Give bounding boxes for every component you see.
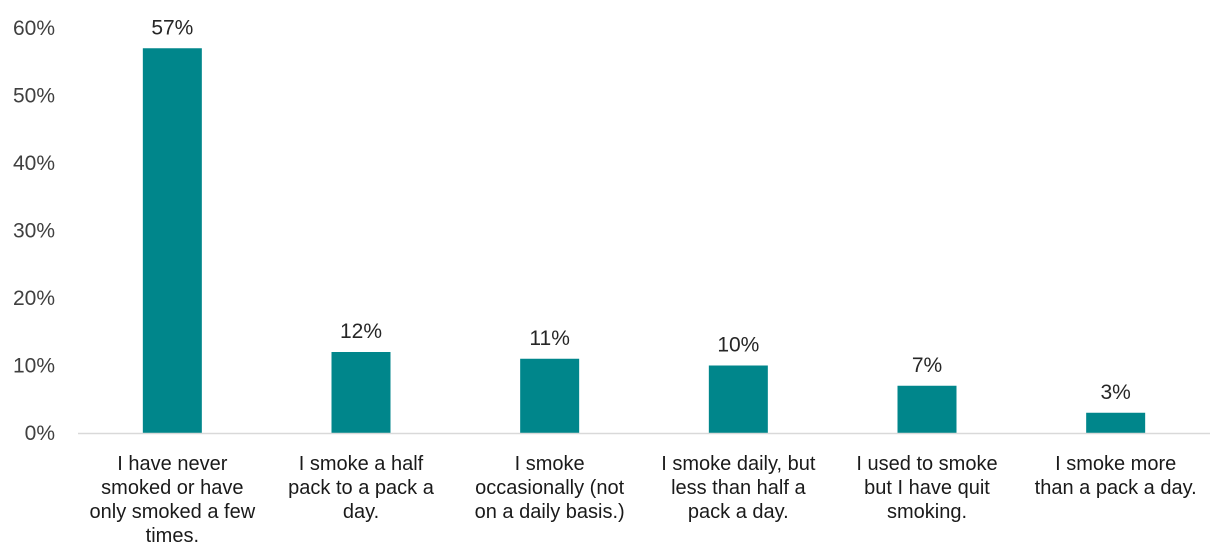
data-label: 11% bbox=[529, 327, 569, 350]
category-label-line: I have never bbox=[117, 453, 227, 475]
bar bbox=[331, 352, 391, 433]
category-label-line: smoking. bbox=[887, 501, 967, 523]
category-label-line: I smoke more bbox=[1055, 453, 1176, 475]
data-label: 3% bbox=[1100, 381, 1130, 404]
y-tick-label: 20% bbox=[13, 287, 55, 310]
category-label-line: than a pack a day. bbox=[1035, 477, 1197, 499]
category-label-line: less than half a bbox=[671, 477, 806, 499]
data-label: 12% bbox=[340, 320, 382, 343]
data-label: 7% bbox=[912, 354, 942, 377]
y-tick-label: 10% bbox=[13, 355, 55, 378]
category-label-line: pack a day. bbox=[688, 501, 789, 523]
category-label: I have never smoked or have only smoked a … bbox=[90, 453, 256, 547]
category-label-line: pack to a pack a bbox=[288, 477, 435, 499]
bar bbox=[1086, 412, 1146, 433]
y-tick-label: 40% bbox=[13, 152, 55, 175]
bar bbox=[520, 358, 580, 433]
data-label: 57% bbox=[151, 16, 193, 39]
y-tick-label: 50% bbox=[13, 85, 55, 108]
category-label-line: times. bbox=[146, 525, 199, 547]
data-label: 10% bbox=[717, 334, 759, 357]
y-tick-label: 30% bbox=[13, 220, 55, 243]
category-label: I smoke occasionally (not on a daily basis… bbox=[475, 453, 625, 523]
category-label-line: smoked or have bbox=[101, 477, 243, 499]
category-label: I smoke more than a pack a day. bbox=[1035, 453, 1197, 499]
category-label: I smoke daily, but less than half a pack a… bbox=[661, 453, 816, 523]
category-label: I smoke a half pack to a pack a day. bbox=[288, 453, 435, 523]
data-labels: 57% 12% 11% 10% 7% 3% bbox=[151, 16, 1131, 404]
category-label-line: I used to smoke bbox=[856, 453, 997, 475]
category-label-line: on a daily basis.) bbox=[475, 501, 625, 523]
category-label-line: occasionally (not bbox=[475, 477, 624, 499]
bar bbox=[142, 48, 202, 433]
category-label-line: I smoke daily, but bbox=[661, 453, 816, 475]
category-label-line: but I have quit bbox=[864, 477, 990, 499]
y-tick-label: 60% bbox=[13, 17, 55, 40]
y-tick-label: 0% bbox=[25, 422, 55, 445]
bar-series bbox=[142, 48, 1146, 433]
category-label-line: only smoked a few bbox=[90, 501, 256, 523]
category-label: I used to smoke but I have quit smoking. bbox=[856, 453, 997, 523]
category-label-line: I smoke a half bbox=[299, 453, 424, 475]
category-label-line: day. bbox=[343, 501, 379, 523]
x-axis-category-labels: I have never smoked or have only smoked a … bbox=[90, 453, 1197, 547]
category-label-line: I smoke bbox=[515, 453, 585, 475]
y-axis: 0% 10% 20% 30% 40% 50% 60% bbox=[13, 17, 55, 445]
bar bbox=[897, 385, 957, 433]
bar bbox=[708, 365, 768, 433]
